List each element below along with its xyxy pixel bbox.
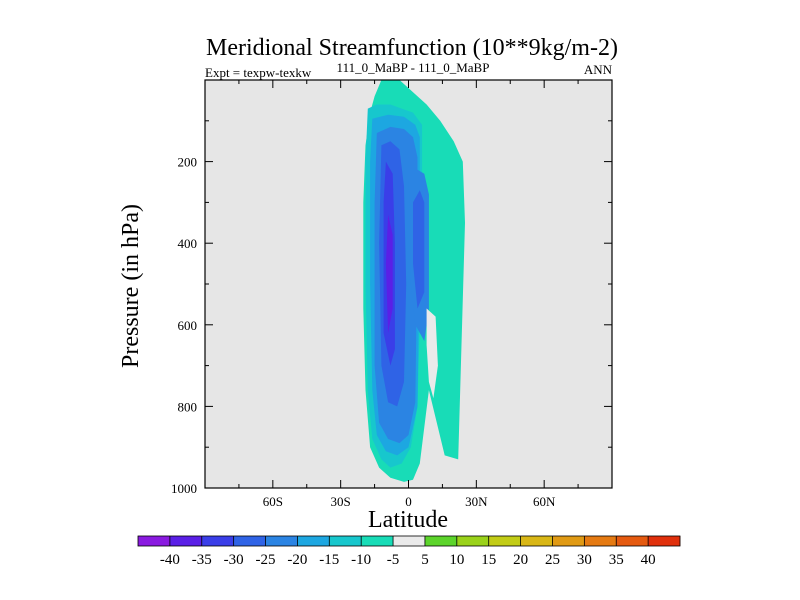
- subtitle-center: 111_0_MaBP - 111_0_MaBP: [337, 60, 490, 75]
- colorbar-frame: [137, 535, 681, 547]
- colorbar-swatch-5: [297, 536, 330, 546]
- colorbar-swatch-14: [584, 536, 617, 546]
- colorbar-label: -40: [160, 552, 180, 568]
- colorbar-label: -15: [319, 552, 339, 568]
- colorbar: -40 -35 -30 -25 -20 -15 -10 -5 5 10 15 20 25 30 35 40: [137, 535, 681, 568]
- colorbar-label: 40: [641, 552, 656, 568]
- colorbar-swatch-15: [616, 536, 649, 546]
- colorbar-label: -5: [387, 552, 400, 568]
- colorbar-swatch-7: [361, 536, 394, 546]
- colorbar-swatch-16: [648, 536, 681, 546]
- contour-region-8: [413, 190, 425, 309]
- colorbar-label: -30: [224, 552, 244, 568]
- colorbar-swatch-13: [552, 536, 585, 546]
- x-tick-label: 30S: [331, 494, 351, 509]
- colorbar-label: -20: [287, 552, 307, 568]
- contour-region-9: [426, 308, 438, 399]
- x-axis-label: Latitude: [368, 507, 448, 533]
- contour-region-6: [385, 214, 393, 333]
- colorbar-swatch-3: [233, 536, 266, 546]
- axis-ticks: 60S 30S 0 30N 60N 200 400 600 800 1000: [171, 80, 612, 509]
- colorbar-swatch-6: [329, 536, 362, 546]
- colorbar-label: 35: [609, 552, 624, 568]
- y-tick-label: 800: [178, 399, 198, 414]
- y-tick-label: 400: [178, 236, 198, 251]
- subtitle-left: Expt = texpw-texkw: [205, 65, 312, 80]
- chart-title: Meridional Streamfunction (10**9kg/m-2): [206, 35, 618, 61]
- x-tick-label: 30N: [465, 494, 488, 509]
- colorbar-label: 5: [421, 552, 429, 568]
- x-tick-label: 0: [405, 494, 412, 509]
- subtitle-right: ANN: [584, 62, 613, 77]
- colorbar-swatch-9: [424, 536, 458, 546]
- colorbar-swatch-10: [456, 536, 489, 546]
- y-tick-label: 1000: [171, 481, 197, 496]
- y-tick-label: 200: [178, 155, 198, 170]
- colorbar-swatch-2: [201, 536, 234, 546]
- colorbar-label: -10: [351, 552, 371, 568]
- x-tick-label: 60N: [533, 494, 556, 509]
- colorbar-swatch-4: [265, 536, 298, 546]
- colorbar-label: 10: [449, 552, 464, 568]
- colorbar-swatch-12: [520, 536, 553, 546]
- colorbar-label: 30: [577, 552, 592, 568]
- colorbar-label: -25: [256, 552, 276, 568]
- y-tick-label: 600: [178, 318, 198, 333]
- colorbar-swatch-8: [393, 536, 426, 546]
- y-axis-label: Pressure (in hPa): [118, 204, 144, 368]
- colorbar-label: 25: [545, 552, 560, 568]
- colorbar-swatch-1: [169, 536, 203, 546]
- colorbar-label: 20: [513, 552, 528, 568]
- colorbar-label: 15: [481, 552, 496, 568]
- colorbar-swatch-0: [138, 536, 171, 546]
- contour-regions: [363, 80, 465, 482]
- colorbar-label: -35: [192, 552, 212, 568]
- x-tick-label: 60S: [263, 494, 283, 509]
- colorbar-swatch-11: [488, 536, 521, 546]
